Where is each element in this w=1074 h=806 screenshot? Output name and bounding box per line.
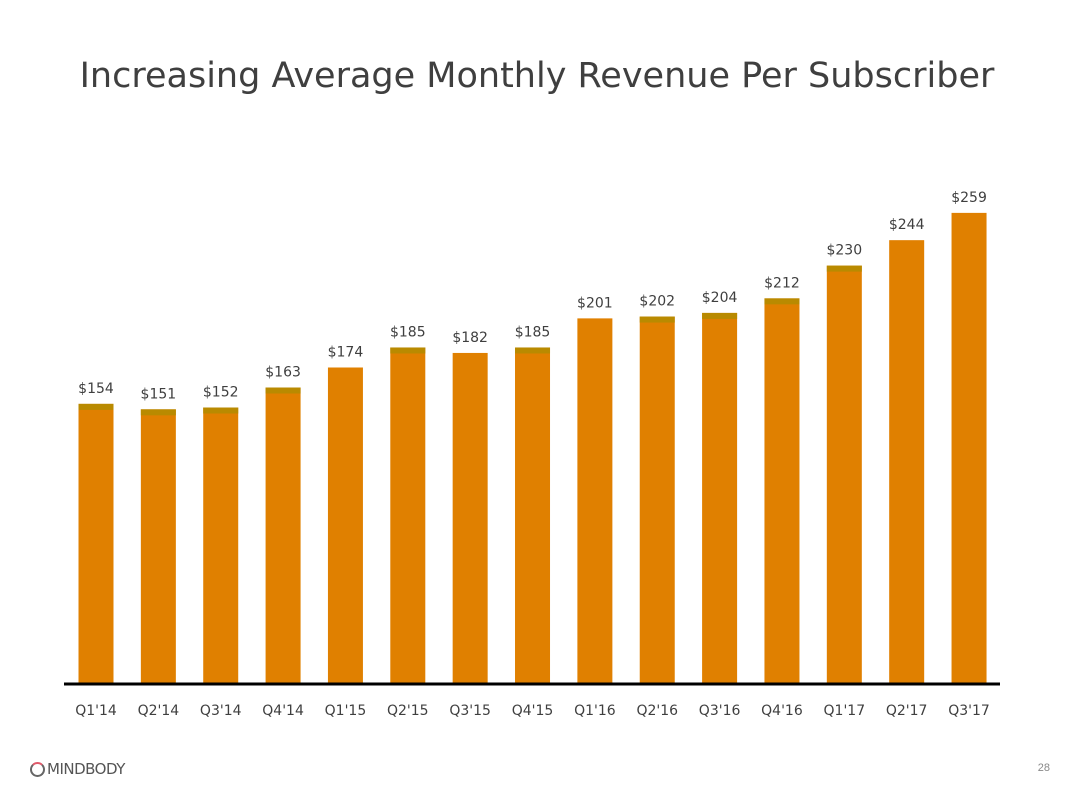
bar: [203, 407, 239, 684]
x-tick-label: Q2'16: [636, 703, 678, 719]
logo-text: MINDBODY: [47, 760, 125, 778]
bar: [452, 352, 488, 684]
bar-top-band: [265, 387, 301, 394]
data-label: $244: [889, 217, 925, 233]
bar-top-band: [140, 409, 176, 416]
x-tick-label: Q4'16: [761, 703, 803, 719]
x-tick-label: Q2'15: [387, 703, 429, 719]
bar-chart: $154 Q1'14 $151 Q2'14 $152 Q3'14 $163 Q4'14 $174…: [64, 190, 1000, 719]
data-label: $212: [764, 275, 800, 291]
bar: [327, 367, 363, 684]
x-tick-label: Q1'16: [574, 703, 616, 719]
data-label: $163: [265, 365, 301, 381]
page-title: Increasing Average Monthly Revenue Per S…: [79, 56, 995, 96]
x-tick-label: Q1'14: [75, 703, 117, 719]
data-label: $201: [577, 295, 613, 311]
bar: [951, 212, 987, 684]
bar: [515, 347, 551, 684]
data-label: $151: [141, 386, 177, 402]
bar: [639, 316, 675, 684]
x-tick-label: Q4'14: [262, 703, 304, 719]
data-label: $259: [951, 190, 987, 206]
data-label: $182: [452, 330, 488, 346]
bar-top-band: [390, 347, 426, 354]
bar-top-band: [639, 316, 675, 323]
data-label: $230: [826, 243, 862, 259]
mindbody-logo: MINDBODY: [30, 760, 125, 778]
bar: [78, 403, 114, 684]
x-tick-label: Q2'14: [138, 703, 180, 719]
x-tick-label: Q3'16: [699, 703, 741, 719]
data-label: $152: [203, 385, 239, 401]
bar: [889, 240, 925, 684]
data-label: $174: [328, 344, 364, 360]
bar-top-band: [702, 312, 738, 319]
bar: [764, 298, 800, 684]
x-tick-label: Q3'15: [449, 703, 491, 719]
x-tick-label: Q3'14: [200, 703, 242, 719]
bar-top-band: [78, 403, 114, 410]
bar: [265, 387, 301, 684]
x-tick-label: Q1'15: [325, 703, 367, 719]
x-tick-label: Q4'15: [512, 703, 554, 719]
data-label: $202: [639, 294, 675, 310]
bar: [577, 318, 613, 684]
x-tick-label: Q1'17: [824, 703, 866, 719]
page-number: 28: [1037, 762, 1050, 774]
x-tick-label: Q3'17: [948, 703, 990, 719]
x-tick-label: Q2'17: [886, 703, 928, 719]
data-label: $185: [515, 324, 551, 340]
bar: [702, 312, 738, 684]
bar-top-band: [203, 407, 239, 414]
bar: [140, 409, 176, 684]
bar-top-band: [515, 347, 551, 354]
bar: [826, 265, 862, 684]
data-label: $154: [78, 381, 114, 397]
bar-top-band: [826, 265, 862, 272]
bar: [390, 347, 426, 684]
logo-ring-icon: [30, 761, 45, 777]
bar-top-band: [764, 298, 800, 305]
data-label: $204: [702, 290, 738, 306]
data-label: $185: [390, 324, 426, 340]
